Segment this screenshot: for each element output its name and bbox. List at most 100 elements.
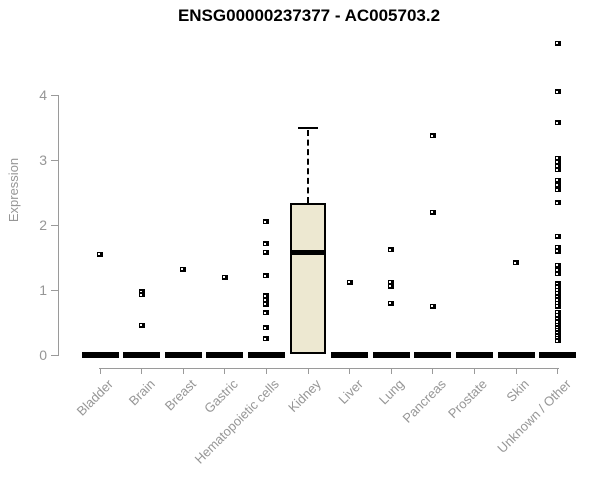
data-point: [554, 284, 561, 290]
y-tick: [51, 290, 58, 291]
x-tick: [224, 368, 226, 374]
x-tick: [349, 368, 351, 374]
data-point: [554, 327, 561, 333]
y-tick-label: 1: [39, 282, 47, 298]
zero-median-bar: [455, 352, 493, 358]
zero-median-bar: [206, 352, 244, 358]
chart-title: ENSG00000237377 - AC005703.2: [177, 6, 441, 25]
x-tick: [141, 368, 143, 374]
data-point: [554, 338, 561, 344]
data-point: [554, 300, 561, 306]
data-point: [554, 89, 561, 95]
data-point: [180, 266, 187, 272]
data-point: [388, 247, 395, 253]
data-point: [429, 209, 436, 215]
data-point: [346, 279, 353, 285]
data-point: [554, 335, 561, 341]
data-point: [554, 322, 561, 328]
y-tick-label: 4: [39, 87, 47, 103]
x-tick: [265, 368, 267, 374]
whisker-cap: [298, 126, 318, 129]
y-tick: [51, 160, 58, 161]
y-tick-label: 2: [39, 217, 47, 233]
data-point: [554, 187, 561, 193]
x-tick: [182, 368, 184, 374]
y-tick: [51, 355, 58, 356]
data-point: [388, 279, 395, 285]
x-tick: [432, 368, 434, 374]
data-point: [554, 316, 561, 322]
data-point: [554, 309, 561, 315]
zero-median-bar: [164, 352, 202, 358]
data-point: [388, 283, 395, 289]
data-point: [263, 301, 270, 307]
data-point: [554, 281, 561, 286]
data-point: [429, 303, 436, 309]
zero-median-bar: [372, 352, 410, 358]
data-point: [554, 177, 561, 183]
y-tick-label: 3: [39, 152, 47, 168]
zero-median-bar: [414, 352, 452, 358]
data-point: [554, 155, 561, 161]
data-point: [554, 200, 561, 206]
data-point: [554, 312, 561, 318]
data-point: [138, 292, 145, 298]
data-point: [263, 336, 270, 342]
data-point: [263, 273, 270, 279]
data-point: [554, 325, 561, 331]
data-point: [554, 330, 561, 336]
y-tick-label: 0: [39, 347, 47, 363]
data-point: [554, 303, 561, 309]
x-axis-line: [99, 368, 559, 369]
data-point: [263, 249, 270, 255]
data-point: [554, 244, 561, 250]
zero-median-bar: [539, 352, 577, 358]
data-point: [554, 297, 561, 303]
data-point: [554, 120, 561, 126]
x-tick: [515, 368, 517, 374]
x-tick: [99, 368, 101, 374]
zero-median-bar: [123, 352, 161, 358]
x-tick: [390, 368, 392, 374]
data-point: [554, 287, 561, 293]
data-point: [263, 310, 270, 316]
data-point: [263, 325, 270, 331]
data-point: [554, 233, 561, 239]
data-point: [554, 163, 561, 169]
data-point: [263, 297, 270, 303]
zero-median-bar: [331, 352, 369, 358]
data-point: [554, 267, 561, 273]
data-point: [554, 319, 561, 325]
y-tick: [51, 95, 58, 96]
data-point: [554, 290, 561, 296]
y-tick: [51, 225, 58, 226]
x-tick: [473, 368, 475, 374]
zero-median-bar: [81, 352, 119, 358]
x-tick: [557, 368, 559, 374]
data-point: [263, 219, 270, 225]
data-point: [554, 248, 561, 254]
data-point: [429, 133, 436, 139]
data-point: [554, 262, 561, 268]
zero-median-bar: [497, 352, 535, 358]
upper-whisker: [307, 129, 309, 203]
data-point: [513, 260, 519, 266]
zero-median-bar: [247, 352, 285, 358]
data-point: [97, 251, 103, 257]
data-point: [554, 167, 561, 173]
data-point: [554, 294, 561, 299]
data-point: [554, 182, 561, 188]
data-point: [263, 241, 270, 247]
data-point: [138, 322, 145, 328]
median-line: [290, 249, 326, 255]
data-point: [221, 274, 228, 280]
x-tick: [307, 368, 309, 374]
y-axis-line: [58, 95, 59, 356]
data-point: [263, 293, 270, 299]
data-point: [554, 333, 561, 338]
data-point: [388, 300, 395, 306]
data-point: [554, 40, 561, 46]
data-point: [554, 159, 561, 165]
